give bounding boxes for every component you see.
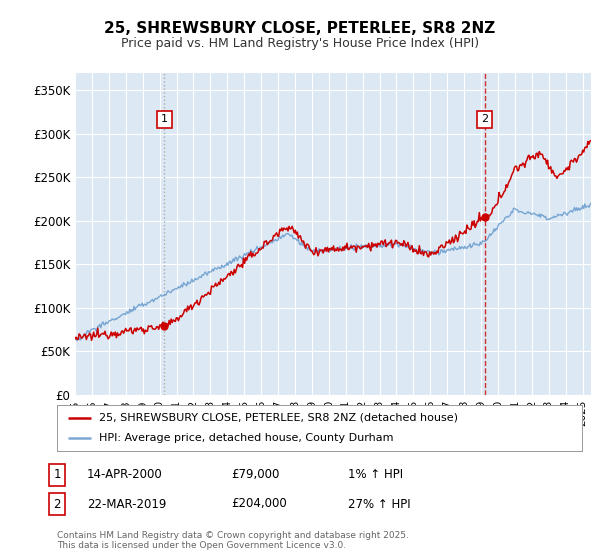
- Text: 25, SHREWSBURY CLOSE, PETERLEE, SR8 2NZ (detached house): 25, SHREWSBURY CLOSE, PETERLEE, SR8 2NZ …: [99, 413, 458, 423]
- Text: 27% ↑ HPI: 27% ↑ HPI: [348, 497, 410, 511]
- Text: 2: 2: [53, 497, 61, 511]
- Text: 2: 2: [481, 114, 488, 124]
- Text: 1: 1: [161, 114, 168, 124]
- Text: Contains HM Land Registry data © Crown copyright and database right 2025.
This d: Contains HM Land Registry data © Crown c…: [57, 531, 409, 550]
- Text: 1% ↑ HPI: 1% ↑ HPI: [348, 468, 403, 482]
- Text: £204,000: £204,000: [231, 497, 287, 511]
- Text: HPI: Average price, detached house, County Durham: HPI: Average price, detached house, Coun…: [99, 433, 394, 443]
- Text: 25, SHREWSBURY CLOSE, PETERLEE, SR8 2NZ: 25, SHREWSBURY CLOSE, PETERLEE, SR8 2NZ: [104, 21, 496, 36]
- Text: £79,000: £79,000: [231, 468, 280, 482]
- Text: 14-APR-2000: 14-APR-2000: [87, 468, 163, 482]
- Text: Price paid vs. HM Land Registry's House Price Index (HPI): Price paid vs. HM Land Registry's House …: [121, 37, 479, 50]
- Text: 22-MAR-2019: 22-MAR-2019: [87, 497, 166, 511]
- Text: 1: 1: [53, 468, 61, 482]
